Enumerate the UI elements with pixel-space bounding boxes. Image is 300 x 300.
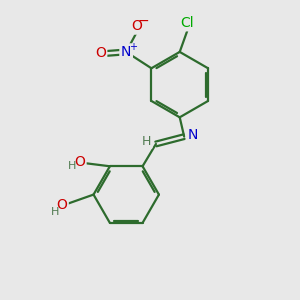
Text: H: H [68,161,76,171]
Text: N: N [121,45,131,59]
Text: O: O [95,46,106,60]
Text: N: N [187,128,198,142]
Text: O: O [56,198,67,212]
Text: O: O [74,155,85,169]
Text: O: O [131,19,142,33]
Text: −: − [137,14,149,28]
Text: Cl: Cl [180,16,194,30]
Text: H: H [142,134,151,148]
Text: +: + [129,42,137,52]
Text: H: H [51,207,59,217]
